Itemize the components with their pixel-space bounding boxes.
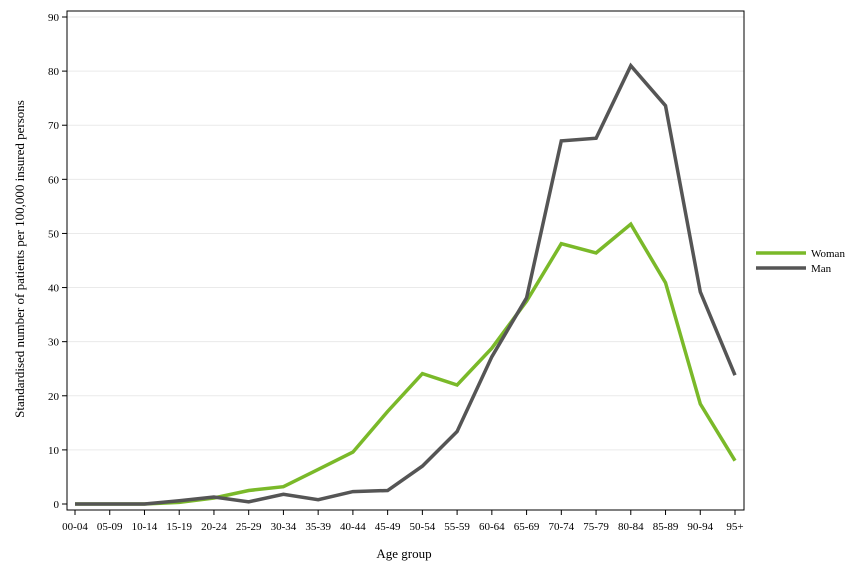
x-tick-label-05-09: 05-09 (97, 521, 123, 533)
y-tick-label-90: 90 (48, 12, 60, 24)
x-tick-label-20-24: 20-24 (201, 521, 227, 533)
x-tick-label-45-49: 45-49 (375, 521, 401, 533)
y-tick-label-80: 80 (48, 66, 60, 78)
x-tick-label-95+: 95+ (726, 521, 743, 533)
x-tick-label-85-89: 85-89 (653, 521, 679, 533)
x-tick-label-70-74: 70-74 (548, 521, 574, 533)
x-tick-label-65-69: 65-69 (514, 521, 540, 533)
x-tick-label-90-94: 90-94 (687, 521, 713, 533)
plot-frame (66, 10, 745, 511)
y-tick-label-20: 20 (48, 391, 60, 403)
y-tick-label-0: 0 (54, 499, 60, 511)
y-tick-label-70: 70 (48, 120, 60, 132)
x-tick-label-30-34: 30-34 (271, 521, 297, 533)
x-tick-label-80-84: 80-84 (618, 521, 644, 533)
x-tick-label-15-19: 15-19 (166, 521, 192, 533)
series-line-woman (75, 221, 737, 506)
x-tick-label-10-14: 10-14 (132, 521, 158, 533)
y-axis: 0 10 20 30 40 50 60 70 80 90 (48, 12, 67, 511)
x-tick-label-55-59: 55-59 (444, 521, 470, 533)
x-axis: 00-04 05-09 10-14 15-19 20-24 25-29 30-34 35-39… (62, 510, 744, 533)
y-tick-label-30: 30 (48, 337, 60, 349)
y-tick-label-60: 60 (48, 174, 60, 186)
x-tick-label-25-29: 25-29 (236, 521, 262, 533)
legend-label-man: Man (811, 263, 832, 275)
y-tick-label-40: 40 (48, 283, 60, 295)
x-axis-title: Age group (376, 546, 431, 561)
y-axis-title: Standardised number of patients per 100,… (12, 100, 27, 418)
series-layer (75, 62, 737, 506)
x-tick-label-75-79: 75-79 (583, 521, 609, 533)
grid-layer (67, 16, 744, 451)
legend: Woman Man (756, 248, 845, 275)
x-tick-label-40-44: 40-44 (340, 521, 366, 533)
x-tick-label-60-64: 60-64 (479, 521, 505, 533)
x-tick-label-50-54: 50-54 (410, 521, 436, 533)
series-line-man (75, 62, 737, 506)
y-tick-label-50: 50 (48, 228, 60, 240)
y-tick-label-10: 10 (48, 445, 60, 457)
x-tick-label-00-04: 00-04 (62, 521, 88, 533)
x-tick-label-35-39: 35-39 (305, 521, 331, 533)
legend-label-woman: Woman (811, 248, 845, 260)
